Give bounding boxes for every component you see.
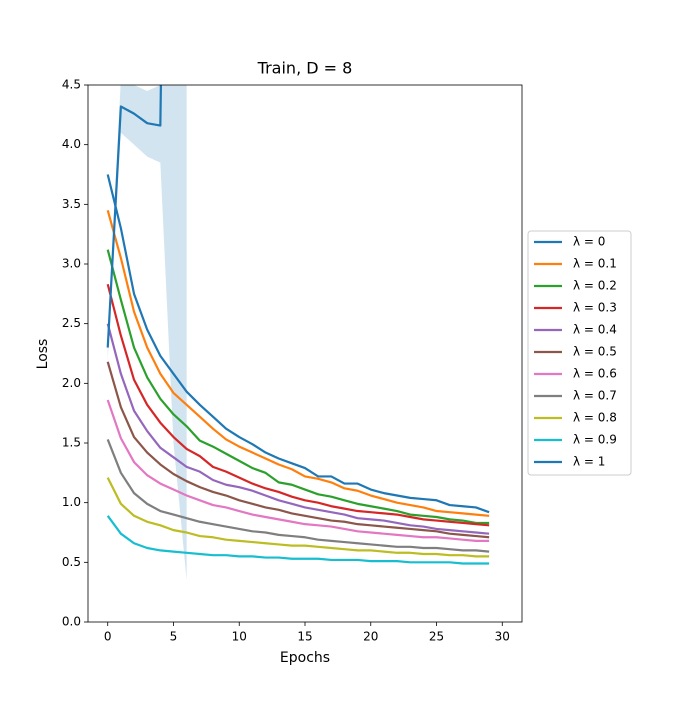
series-line bbox=[106, 399, 490, 542]
series-line bbox=[106, 210, 490, 517]
y-tick-label: 4.0 bbox=[62, 137, 81, 151]
legend-label: λ = 0.1 bbox=[573, 257, 617, 271]
y-tick-label: 1.0 bbox=[62, 495, 81, 509]
x-tick-label: 20 bbox=[363, 630, 378, 644]
legend-label: λ = 0.5 bbox=[573, 345, 617, 359]
legend: λ = 0 λ = 0.1 λ = 0.2 λ = 0.3 λ = 0.4 λ = 0.5… bbox=[527, 230, 632, 476]
legend-label: λ = 0.4 bbox=[573, 323, 617, 337]
x-tick-label: 15 bbox=[297, 630, 312, 644]
y-tick-label: 3.5 bbox=[62, 197, 81, 211]
x-axis-label: Epochs bbox=[280, 650, 330, 666]
error-band bbox=[107, 85, 187, 581]
y-tick-label: 2.0 bbox=[62, 376, 81, 390]
legend-label: λ = 1 bbox=[573, 455, 605, 469]
legend-label: λ = 0 bbox=[573, 235, 605, 249]
legend-label: λ = 0.6 bbox=[573, 367, 617, 381]
series-line bbox=[106, 85, 163, 348]
legend-label: λ = 0.3 bbox=[573, 301, 617, 315]
legend-label: λ = 0.7 bbox=[573, 389, 617, 403]
x-tick-label: 0 bbox=[104, 630, 112, 644]
legend-label: λ = 0.2 bbox=[573, 279, 617, 293]
y-tick-label: 0.0 bbox=[62, 615, 81, 629]
y-axis-label: Loss bbox=[35, 339, 51, 370]
x-tick-label: 30 bbox=[495, 630, 510, 644]
series-line bbox=[106, 477, 490, 558]
legend-label: λ = 0.8 bbox=[573, 411, 617, 425]
legend-label: λ = 0.9 bbox=[573, 433, 617, 447]
plot-area bbox=[106, 85, 490, 581]
series-line bbox=[106, 323, 490, 535]
legend-box bbox=[527, 230, 632, 476]
x-tick-label: 5 bbox=[170, 630, 178, 644]
y-tick-label: 0.5 bbox=[62, 555, 81, 569]
series-line bbox=[106, 515, 490, 565]
chart-title: Train, D = 8 bbox=[257, 59, 353, 78]
series-line bbox=[106, 284, 490, 527]
y-tick-label: 1.5 bbox=[62, 436, 81, 450]
y-tick-label: 3.0 bbox=[62, 257, 81, 271]
series-line bbox=[106, 439, 490, 553]
y-tick-label: 2.5 bbox=[62, 316, 81, 330]
y-tick-label: 4.5 bbox=[62, 78, 81, 92]
x-tick-label: 10 bbox=[232, 630, 247, 644]
series-line bbox=[106, 174, 490, 514]
series-line bbox=[106, 361, 490, 539]
series-line bbox=[106, 249, 490, 525]
x-tick-label: 25 bbox=[429, 630, 444, 644]
